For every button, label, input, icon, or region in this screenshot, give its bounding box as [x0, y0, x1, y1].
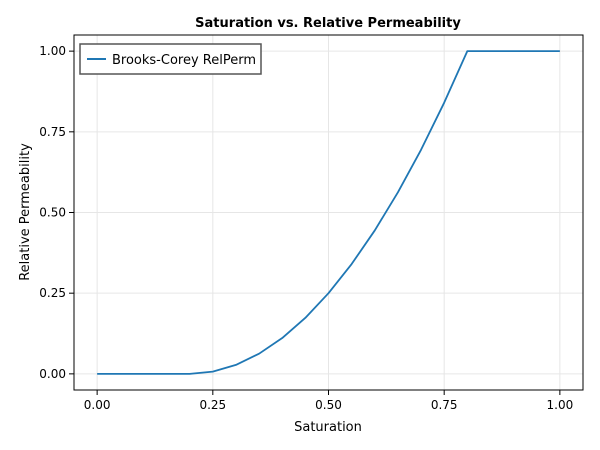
x-tick-label: 0.50 — [315, 398, 342, 412]
series-layer — [97, 50, 560, 375]
grid-lines — [74, 35, 583, 390]
y-tick-label: 1.00 — [39, 44, 66, 58]
x-axis-label: Saturation — [294, 420, 362, 435]
chart-title: Saturation vs. Relative Permeability — [195, 16, 461, 31]
y-tick-label: 0.25 — [39, 286, 66, 300]
y-tick-label: 0.75 — [39, 125, 66, 139]
y-axis-label: Relative Permeability — [18, 143, 33, 281]
x-tick-label: 1.00 — [547, 398, 574, 412]
legend-box — [79, 43, 262, 75]
legend: Brooks-Corey RelPerm — [79, 43, 262, 75]
axis-ticks: 0.00 0.25 0.50 0.75 1.00 0.00 0.25 0.50 0.75 1.00 — [39, 44, 573, 412]
x-tick-label: 0.00 — [84, 398, 111, 412]
legend-label: Brooks-Corey RelPerm — [112, 53, 256, 68]
x-tick-label: 0.75 — [431, 398, 458, 412]
y-tick-label: 0.50 — [39, 206, 66, 220]
y-tick-label: 0.00 — [39, 367, 66, 381]
x-tick-label: 0.25 — [199, 398, 226, 412]
series-line — [97, 50, 560, 375]
